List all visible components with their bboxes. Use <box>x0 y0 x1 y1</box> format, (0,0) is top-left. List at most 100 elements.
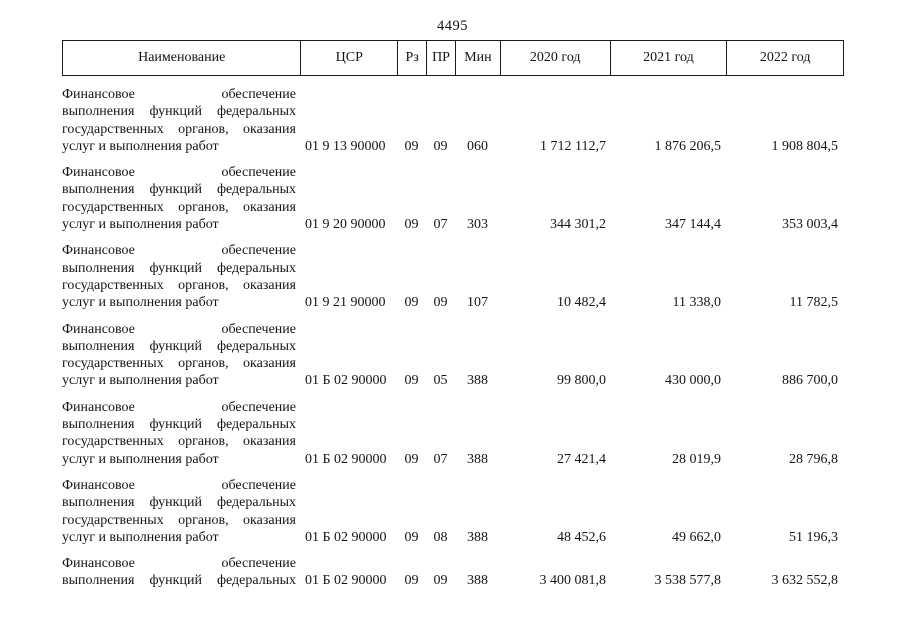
row-pr-cell: 05 <box>433 373 448 389</box>
table-row: Финансовое обеспечение выполнения функций… <box>62 164 844 233</box>
table-header-row: Наименование ЦСР Рз ПР Мин 2020 год 2021… <box>62 40 844 76</box>
row-name-line: государственных органов, оказания <box>62 277 296 293</box>
row-2020-cell: 27 421,4 <box>557 451 606 467</box>
row-name-line: выполнения функций федеральных <box>62 573 296 589</box>
row-2022-cell: 886 700,0 <box>782 373 838 389</box>
row-rz-cell: 09 <box>404 295 419 311</box>
row-2022-cell: 1 908 804,5 <box>771 138 839 154</box>
row-name-line: услуг и выполнения работ <box>62 529 219 545</box>
row-2022-cell: 51 196,3 <box>789 529 838 545</box>
row-name-cell: Финансовое обеспечение выполнения функций… <box>62 86 300 155</box>
row-2021-cell: 11 338,0 <box>672 295 721 311</box>
row-csr-cell: 01 Б 02 90000 <box>305 451 387 467</box>
row-name-line: выполнения функций федеральных <box>62 260 296 276</box>
row-min-cell: 107 <box>467 295 488 311</box>
row-name-line: выполнения функций федеральных <box>62 495 296 511</box>
column-header-rz: Рз <box>397 41 426 75</box>
row-2021-cell: 347 144,4 <box>665 217 721 233</box>
row-name-line: государственных органов, оказания <box>62 199 296 215</box>
row-rz-cell: 09 <box>404 217 419 233</box>
row-name-line: государственных органов, оказания <box>62 434 296 450</box>
row-pr-cell: 08 <box>433 529 448 545</box>
column-header-min: Мин <box>454 41 500 75</box>
row-name-line: выполнения функций федеральных <box>62 417 296 433</box>
table-row: Финансовое обеспечение выполнения функций… <box>62 321 844 390</box>
row-min-cell: 388 <box>467 529 488 545</box>
row-name-line: услуг и выполнения работ <box>62 373 219 389</box>
row-min-cell: 388 <box>467 573 488 589</box>
row-name-line: Финансовое обеспечение <box>62 399 296 415</box>
row-name-cell: Финансовое обеспечение выполнения функций… <box>62 399 300 468</box>
row-pr-cell: 07 <box>433 451 448 467</box>
row-min-cell: 388 <box>467 373 488 389</box>
row-rz-cell: 09 <box>404 451 419 467</box>
row-2021-cell: 49 662,0 <box>672 529 721 545</box>
column-header-pr: ПР <box>426 41 455 75</box>
table-row: Финансовое обеспечение выполнения функций… <box>62 399 844 468</box>
row-2020-cell: 10 482,4 <box>557 295 606 311</box>
row-name-line: выполнения функций федеральных <box>62 182 296 198</box>
table-body: Финансовое обеспечение выполнения функций… <box>62 86 844 590</box>
column-header-csr: ЦСР <box>300 41 397 75</box>
row-2021-cell: 430 000,0 <box>665 373 721 389</box>
row-2022-cell: 11 782,5 <box>789 295 838 311</box>
row-2020-cell: 3 400 081,8 <box>539 573 607 589</box>
column-header-name: Наименование <box>138 50 226 65</box>
row-name-line: услуг и выполнения работ <box>62 138 219 154</box>
row-rz-cell: 09 <box>404 373 419 389</box>
row-name-line: Финансовое обеспечение <box>62 165 296 181</box>
row-pr-cell: 09 <box>433 295 448 311</box>
row-name-line: услуг и выполнения работ <box>62 295 219 311</box>
row-csr-cell: 01 Б 02 90000 <box>305 529 387 545</box>
budget-table: Наименование ЦСР Рз ПР Мин 2020 год 2021… <box>62 40 844 590</box>
table-row: Финансовое обеспечение выполнения функций… <box>62 86 844 155</box>
row-name-line: услуг и выполнения работ <box>62 451 219 467</box>
row-name-line: выполнения функций федеральных <box>62 338 296 354</box>
row-2021-cell: 3 538 577,8 <box>654 573 722 589</box>
row-name-line: государственных органов, оказания <box>62 356 296 372</box>
row-name-line: государственных органов, оказания <box>62 121 296 137</box>
row-name-cell: Финансовое обеспечение выполнения функций… <box>62 321 300 390</box>
row-min-cell: 303 <box>467 217 488 233</box>
row-2022-cell: 353 003,4 <box>782 217 838 233</box>
row-min-cell: 060 <box>467 138 488 154</box>
row-csr-cell: 01 9 20 90000 <box>305 217 386 233</box>
row-name-line: Финансовое обеспечение <box>62 87 296 102</box>
row-pr-cell: 09 <box>433 138 448 154</box>
row-csr-cell: 01 9 13 90000 <box>305 138 386 154</box>
row-2020-cell: 99 800,0 <box>557 373 606 389</box>
row-rz-cell: 09 <box>404 573 419 589</box>
row-2020-cell: 344 301,2 <box>550 217 606 233</box>
table-row: Финансовое обеспечение выполнения функций… <box>62 242 844 311</box>
row-name-cell: Финансовое обеспечение выполнения функций… <box>62 555 300 590</box>
row-name-line: государственных органов, оказания <box>62 512 296 528</box>
row-2022-cell: 28 796,8 <box>789 451 838 467</box>
table-row: Финансовое обеспечение выполнения функций… <box>62 477 844 546</box>
table-row: Финансовое обеспечение выполнения функций… <box>62 555 844 590</box>
row-name-line: выполнения функций федеральных <box>62 104 296 120</box>
row-csr-cell: 01 9 21 90000 <box>305 295 386 311</box>
row-2021-cell: 28 019,9 <box>672 451 721 467</box>
column-header-2022: 2022 год <box>726 41 843 75</box>
row-name-line: Финансовое обеспечение <box>62 321 296 337</box>
row-csr-cell: 01 Б 02 90000 <box>305 573 387 589</box>
row-name-line: Финансовое обеспечение <box>62 556 296 572</box>
column-header-2020: 2020 год <box>499 41 610 75</box>
row-2021-cell: 1 876 206,5 <box>654 138 722 154</box>
row-2020-cell: 1 712 112,7 <box>540 138 606 154</box>
row-pr-cell: 07 <box>433 217 448 233</box>
row-name-cell: Финансовое обеспечение выполнения функций… <box>62 164 300 233</box>
row-rz-cell: 09 <box>404 529 419 545</box>
row-name-line: Финансовое обеспечение <box>62 477 296 493</box>
row-2022-cell: 3 632 552,8 <box>771 573 839 589</box>
row-min-cell: 388 <box>467 451 488 467</box>
page-number: 4495 <box>437 18 468 34</box>
column-header-2021: 2021 год <box>609 41 727 75</box>
row-2020-cell: 48 452,6 <box>557 529 606 545</box>
row-name-line: Финансовое обеспечение <box>62 243 296 259</box>
row-pr-cell: 09 <box>433 573 448 589</box>
row-csr-cell: 01 Б 02 90000 <box>305 373 387 389</box>
row-name-line: услуг и выполнения работ <box>62 217 219 233</box>
row-name-cell: Финансовое обеспечение выполнения функций… <box>62 242 300 311</box>
